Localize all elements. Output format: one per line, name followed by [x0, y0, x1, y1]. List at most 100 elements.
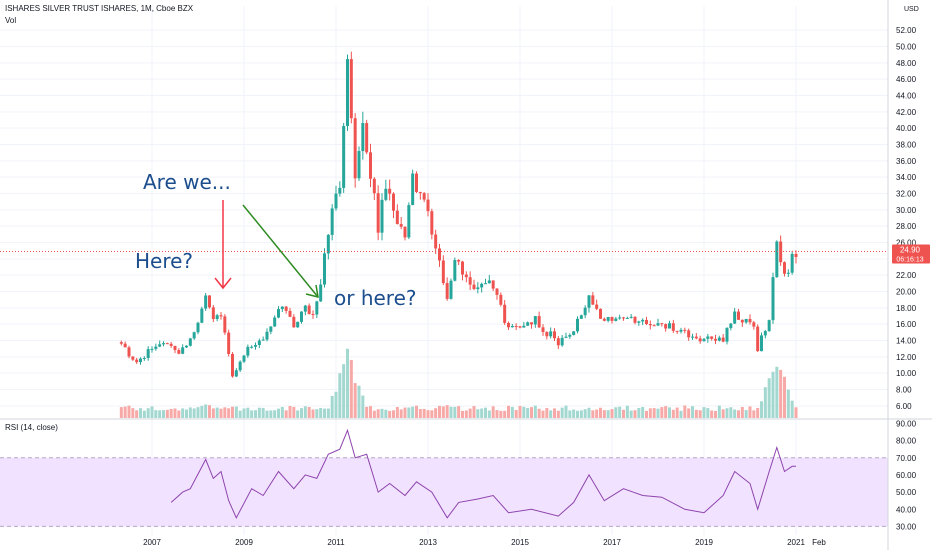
- candle-body: [472, 284, 476, 290]
- volume-bar: [376, 409, 380, 418]
- volume-bar: [656, 408, 660, 418]
- volume-bar: [253, 410, 257, 418]
- price-tick-label-21: 48.00: [896, 59, 917, 68]
- volume-bar: [614, 407, 618, 418]
- volume-bar: [234, 406, 238, 418]
- volume-bar: [480, 408, 484, 418]
- candle-body: [173, 345, 177, 351]
- volume-bar: [464, 410, 468, 418]
- candle-body: [196, 322, 200, 333]
- candle-body: [721, 337, 725, 342]
- volume-bar: [280, 406, 284, 418]
- candle-body: [633, 316, 637, 323]
- candle-body: [414, 173, 418, 192]
- time-tick-label-8: Feb: [812, 538, 826, 547]
- candle-body: [315, 301, 319, 315]
- candle-body: [280, 306, 284, 310]
- candle-body: [188, 338, 192, 346]
- rsi-tick-label-3: 60.00: [896, 471, 917, 480]
- candle-body: [119, 342, 123, 344]
- candle-body: [307, 305, 311, 314]
- volume-bar: [449, 406, 453, 418]
- candle-body: [533, 316, 537, 325]
- candle-body: [667, 323, 671, 329]
- candle-body: [710, 336, 714, 339]
- rsi-tick-label-1: 40.00: [896, 505, 917, 514]
- candle-body: [407, 205, 411, 238]
- candle-body: [211, 307, 215, 320]
- candle-body: [165, 343, 169, 345]
- candle-body: [483, 283, 487, 285]
- volume-bar: [265, 410, 269, 418]
- candle-body: [207, 295, 211, 308]
- price-tick-label-20: 46.00: [896, 75, 917, 84]
- volume-bar: [418, 409, 422, 418]
- volume-bar: [721, 409, 725, 418]
- candle-body: [637, 321, 641, 323]
- price-tick-label-15: 36.00: [896, 157, 917, 166]
- volume-bar: [510, 406, 514, 418]
- volume-bar: [460, 410, 464, 418]
- volume-bar: [169, 408, 173, 418]
- candle-body: [671, 323, 675, 331]
- candle-body: [250, 346, 254, 348]
- candle-body: [621, 317, 625, 319]
- candle-body: [545, 331, 549, 337]
- price-tick-label-23: 52.00: [896, 26, 917, 35]
- candle-body: [591, 295, 595, 305]
- candle-body: [445, 283, 449, 299]
- candle-body: [786, 272, 790, 274]
- price-tick-label-14: 34.00: [896, 173, 917, 182]
- volume-bar: [330, 396, 334, 418]
- volume-bar: [365, 406, 369, 418]
- volume-bar: [472, 406, 476, 418]
- volume-bar: [756, 407, 760, 418]
- candle-body: [652, 325, 656, 327]
- candle-body: [361, 123, 365, 152]
- volume-bar: [276, 408, 280, 418]
- volume-bar: [660, 407, 664, 418]
- volume-bar: [434, 408, 438, 418]
- candle-body: [177, 350, 181, 354]
- volume-bar: [150, 406, 154, 418]
- volume-bar: [664, 406, 668, 418]
- candle-body: [694, 336, 698, 339]
- volume-bar: [158, 410, 162, 418]
- volume-bar: [154, 410, 158, 418]
- rsi-tick-label-4: 70.00: [896, 454, 917, 463]
- volume-bar: [457, 406, 461, 418]
- volume-bar: [587, 407, 591, 418]
- candle-body: [510, 325, 514, 328]
- candle-body: [629, 316, 633, 318]
- currency-label[interactable]: USD: [904, 6, 919, 13]
- candle-body: [376, 193, 380, 233]
- candle-body: [572, 331, 576, 335]
- candle-body: [702, 338, 706, 342]
- volume-bar: [545, 408, 549, 418]
- volume-bar: [192, 408, 196, 418]
- candle-body: [587, 295, 591, 308]
- volume-bar: [411, 406, 415, 418]
- candle-body: [403, 226, 407, 238]
- candle-body: [756, 326, 760, 352]
- price-tick-label-0: 6.00: [896, 402, 912, 411]
- volume-bar: [441, 406, 445, 418]
- candle-body: [775, 241, 779, 278]
- candle-body: [644, 319, 648, 325]
- price-tick-label-10: 26.00: [896, 239, 917, 248]
- annotation-arrows: [214, 200, 319, 299]
- candle-body: [683, 329, 687, 331]
- volume-bar: [637, 407, 641, 418]
- volume-bar: [575, 410, 579, 418]
- volume-bar: [483, 407, 487, 418]
- symbol-title: ISHARES SILVER TRUST ISHARES, 1M, Cboe B…: [5, 4, 194, 13]
- volume-bar: [529, 407, 533, 418]
- candle-body: [181, 347, 185, 354]
- candle-body: [146, 349, 150, 359]
- candle-body: [549, 331, 553, 337]
- volume-bar: [652, 408, 656, 418]
- price-tick-label-2: 10.00: [896, 369, 917, 378]
- candle-body: [253, 345, 257, 347]
- volume-bar: [322, 408, 326, 418]
- volume-bar: [775, 366, 779, 418]
